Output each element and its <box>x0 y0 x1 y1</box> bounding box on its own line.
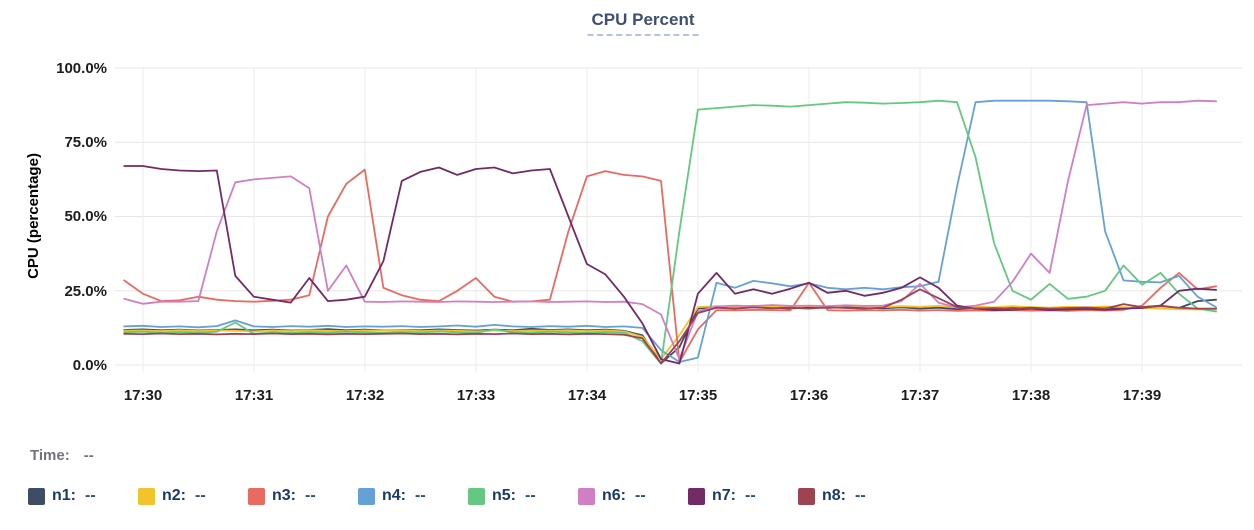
x-tick-1734: 17:34 <box>568 387 607 404</box>
n3-value: -- <box>305 487 316 504</box>
n2-label: n2: <box>162 487 186 504</box>
legend-item-n3[interactable]: n3: -- <box>248 487 358 505</box>
n1-value: -- <box>85 487 96 504</box>
series-line-n6 <box>123 99 1217 361</box>
n8-value: -- <box>855 487 866 504</box>
n7-label: n7: <box>712 487 736 504</box>
legend-item-n1[interactable]: n1: -- <box>28 487 138 505</box>
n6-value: -- <box>635 487 646 504</box>
legend-item-n6[interactable]: n6: -- <box>578 487 688 505</box>
x-tick-1736: 17:36 <box>790 387 828 404</box>
y-tick-75: 75.0% <box>64 134 107 151</box>
n2-color-swatch <box>138 487 155 505</box>
n2-value: -- <box>195 487 206 504</box>
series-line-n5 <box>123 99 1217 365</box>
legend-item-n4[interactable]: n4: -- <box>358 487 468 505</box>
x-tick-1733: 17:33 <box>457 387 495 404</box>
y-tick-25: 25.0% <box>64 283 107 300</box>
n7-color-swatch <box>688 487 705 505</box>
y-tick-50: 50.0% <box>64 208 107 225</box>
n6-label: n6: <box>602 487 626 504</box>
time-label: Time: <box>30 447 70 464</box>
chart-title[interactable]: CPU Percent <box>587 10 699 36</box>
n1-color-swatch <box>28 487 45 505</box>
chart-legend: n1: -- n2: -- n3: -- n4: -- n5: -- n6: -… <box>28 487 908 505</box>
series-layer <box>123 99 1217 365</box>
y-tick-100: 100.0% <box>56 60 107 77</box>
legend-item-n2[interactable]: n2: -- <box>138 487 248 505</box>
x-tick-1731: 17:31 <box>235 387 273 404</box>
x-tick-1732: 17:32 <box>346 387 384 404</box>
x-tick-1730: 17:30 <box>124 387 162 404</box>
n5-color-swatch <box>468 487 485 505</box>
n4-label: n4: <box>382 487 406 504</box>
n7-value: -- <box>745 487 756 504</box>
vertical-gridlines <box>142 68 1143 372</box>
y-axis-title: CPU (percentage) <box>25 153 42 279</box>
n3-color-swatch <box>248 487 265 505</box>
series-line-n8 <box>123 288 1217 365</box>
x-tick-1737: 17:37 <box>901 387 939 404</box>
n1-label: n1: <box>52 487 76 504</box>
n5-label: n5: <box>492 487 516 504</box>
time-value: -- <box>83 447 94 464</box>
time-readout: Time: -- <box>30 447 94 464</box>
legend-item-n7[interactable]: n7: -- <box>688 487 798 505</box>
x-tick-1739: 17:39 <box>1123 387 1161 404</box>
legend-item-n8[interactable]: n8: -- <box>798 487 908 505</box>
n8-color-swatch <box>798 487 815 505</box>
n4-color-swatch <box>358 487 375 505</box>
series-line-n3 <box>123 168 1217 363</box>
chart-plot-area: 100.0% 75.0% 50.0% 25.0% 0.0% 17:30 17:3… <box>25 60 1242 404</box>
x-tick-1735: 17:35 <box>679 387 717 404</box>
x-tick-1738: 17:38 <box>1012 387 1050 404</box>
y-tick-0: 0.0% <box>73 357 107 374</box>
legend-item-n5[interactable]: n5: -- <box>468 487 578 505</box>
series-line-n4 <box>123 99 1217 363</box>
series-line-n7 <box>123 165 1217 365</box>
n8-label: n8: <box>822 487 846 504</box>
horizontal-gridlines <box>115 67 1242 366</box>
n6-color-swatch <box>578 487 595 505</box>
n4-value: -- <box>415 487 426 504</box>
n3-label: n3: <box>272 487 296 504</box>
n5-value: -- <box>525 487 536 504</box>
